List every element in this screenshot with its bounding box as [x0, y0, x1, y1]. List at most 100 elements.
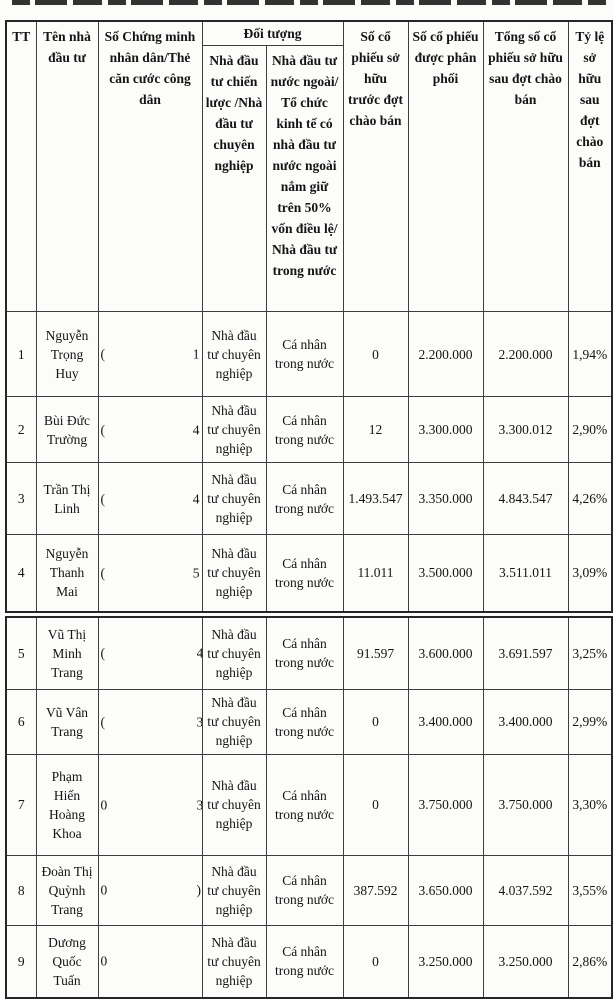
ownership-ratio-cell: 2,86%	[567, 924, 613, 999]
row-index-cell: 6	[5, 688, 37, 755]
table-row: 3 Trần Thị Linh ( 4 Nhà đầu tư chuyên ng…	[5, 462, 613, 535]
shares-distributed-cell: 3.350.000	[407, 462, 484, 535]
id-fragment-right: 4	[192, 491, 200, 506]
shares-before-cell: 12	[342, 396, 409, 463]
investor-name-cell: Bùi Đức Trường	[35, 396, 99, 463]
nationality-cell: Cá nhân trong nước	[265, 534, 344, 612]
shares-after-cell: 2.200.000	[482, 311, 569, 397]
ownership-ratio-cell: 3,30%	[567, 753, 613, 856]
shares-after-cell: 3.750.000	[482, 753, 569, 856]
nationality-cell: Cá nhân trong nước	[265, 616, 344, 690]
table-row: 6 Vũ Vân Trang ( 3 Nhà đầu tư chuyên ngh…	[5, 688, 613, 755]
ownership-ratio-cell: 3,09%	[567, 534, 613, 612]
investor-type-cell: Nhà đầu tư chuyên nghiệp	[201, 688, 267, 755]
shares-after-cell: 3.511.011	[482, 534, 569, 612]
row-index-cell: 8	[5, 854, 37, 926]
shares-before-cell: 0	[342, 688, 409, 755]
shares-after-cell: 4.843.547	[482, 462, 569, 535]
header-shares-distributed: Số cổ phiếu được phân phối	[407, 20, 484, 312]
nationality-cell: Cá nhân trong nước	[265, 753, 344, 856]
id-fragment-left: 0	[100, 953, 108, 969]
header-ownership-ratio: Tỷ lệ sở hữu sau đợt chào bán	[567, 20, 613, 312]
nationality-cell: Cá nhân trong nước	[265, 854, 344, 926]
nationality-cell: Cá nhân trong nước	[265, 924, 344, 999]
investor-type-cell: Nhà đầu tư chuyên nghiệp	[201, 854, 267, 926]
id-fragment-right: 4	[192, 422, 200, 437]
shares-distributed-cell: 3.600.000	[407, 616, 484, 690]
id-fragment-left: (	[100, 565, 106, 581]
cropped-text-line	[12, 0, 610, 5]
shares-after-cell: 3.250.000	[482, 924, 569, 999]
table-row: 1 Nguyễn Trọng Huy ( 1 Nhà đầu tư chuyên…	[5, 311, 613, 397]
id-fragment-left: (	[100, 714, 106, 729]
header-strategic-investor: Nhà đầu tư chiến lược /Nhà đầu tư chuyên…	[201, 45, 267, 312]
table-row: 5 Vũ Thị Minh Trang ( 4 Nhà đầu tư chuyê…	[5, 616, 613, 690]
investor-name-cell: Vũ Vân Trang	[35, 688, 99, 755]
id-fragment-right: 3	[197, 795, 202, 814]
shares-distributed-cell: 3.500.000	[407, 534, 484, 612]
investor-name-cell: Đoàn Thị Quỳnh Trang	[35, 854, 99, 926]
shares-before-cell: 387.592	[342, 854, 409, 926]
id-fragment-left: (	[100, 422, 106, 437]
id-fragment-right: 4	[197, 644, 202, 663]
ownership-ratio-cell: 3,55%	[567, 854, 613, 926]
row-index-cell: 5	[5, 616, 37, 690]
row-index-cell: 1	[5, 311, 37, 397]
nationality-cell: Cá nhân trong nước	[265, 462, 344, 535]
shares-distributed-cell: 2.200.000	[407, 311, 484, 397]
investor-type-cell: Nhà đầu tư chuyên nghiệp	[201, 396, 267, 463]
row-index-cell: 9	[5, 924, 37, 999]
header-tt: TT	[5, 20, 37, 312]
investor-name-cell: Vũ Thị Minh Trang	[35, 616, 99, 690]
shares-after-cell: 4.037.592	[482, 854, 569, 926]
table-row: 9 Dương Quốc Tuấn 0 Nhà đầu tư chuyên ng…	[5, 924, 613, 999]
shares-distributed-cell: 3.300.000	[407, 396, 484, 463]
ownership-ratio-cell: 1,94%	[567, 311, 613, 397]
id-fragment-left: 0	[100, 797, 108, 812]
id-number-redacted-cell: ( 3	[97, 688, 203, 755]
id-number-redacted-cell: 0 )	[97, 854, 203, 926]
shares-before-cell: 91.597	[342, 616, 409, 690]
id-number-redacted-cell: 0	[97, 924, 203, 999]
table-row: 7 Phạm Hiến Hoàng Khoa 0 3 Nhà đầu tư ch…	[5, 753, 613, 856]
id-fragment-right: 5	[192, 565, 200, 581]
investor-name-cell: Nguyễn Trọng Huy	[35, 311, 99, 397]
investor-name-cell: Nguyễn Thanh Mai	[35, 534, 99, 612]
row-index-cell: 7	[5, 753, 37, 856]
header-foreign-domestic: Nhà đầu tư nước ngoài/​Tổ chức kinh tế c…	[265, 45, 344, 312]
shares-before-cell: 1.493.547	[342, 462, 409, 535]
shares-before-cell: 0	[342, 311, 409, 397]
shares-distributed-cell: 3.750.000	[407, 753, 484, 856]
row-index-cell: 2	[5, 396, 37, 463]
ownership-ratio-cell: 4,26%	[567, 462, 613, 535]
shares-before-cell: 0	[342, 753, 409, 856]
investor-type-cell: Nhà đầu tư chuyên nghiệp	[201, 616, 267, 690]
header-shares-after: Tổng số cổ phiếu sở hữu sau đợt chào bán	[482, 20, 569, 312]
investor-type-cell: Nhà đầu tư chuyên nghiệp	[201, 311, 267, 397]
nationality-cell: Cá nhân trong nước	[265, 688, 344, 755]
id-number-redacted-cell: 0 3	[97, 753, 203, 856]
row-index-cell: 3	[5, 462, 37, 535]
shares-after-cell: 3.400.000	[482, 688, 569, 755]
investor-name-cell: Phạm Hiến Hoàng Khoa	[35, 753, 99, 856]
id-number-redacted-cell: ( 4	[97, 462, 203, 535]
header-doi-tuong: Đối tượng	[201, 20, 344, 46]
id-fragment-right: 1	[192, 346, 200, 362]
id-fragment-left: 0	[100, 882, 108, 898]
id-fragment-left: (	[100, 645, 106, 661]
ownership-ratio-cell: 2,99%	[567, 688, 613, 755]
investor-name-cell: Dương Quốc Tuấn	[35, 924, 99, 999]
investor-table-part2: 5 Vũ Thị Minh Trang ( 4 Nhà đầu tư chuyê…	[5, 616, 613, 999]
id-fragment-right: 3	[197, 712, 202, 731]
investor-type-cell: Nhà đầu tư chuyên nghiệp	[201, 534, 267, 612]
investor-name-cell: Trần Thị Linh	[35, 462, 99, 535]
row-index-cell: 4	[5, 534, 37, 612]
ownership-ratio-cell: 3,25%	[567, 616, 613, 690]
investor-type-cell: Nhà đầu tư chuyên nghiệp	[201, 462, 267, 535]
table-row: 8 Đoàn Thị Quỳnh Trang 0 ) Nhà đầu tư ch…	[5, 854, 613, 926]
shares-distributed-cell: 3.650.000	[407, 854, 484, 926]
shares-before-cell: 11.011	[342, 534, 409, 612]
header-id-number: Số Chứng minh nhân dân/Thẻ căn cước công…	[97, 20, 203, 312]
investor-table-part1: TT Tên nhà đầu tư Số Chứng minh nhân dân…	[5, 20, 613, 613]
